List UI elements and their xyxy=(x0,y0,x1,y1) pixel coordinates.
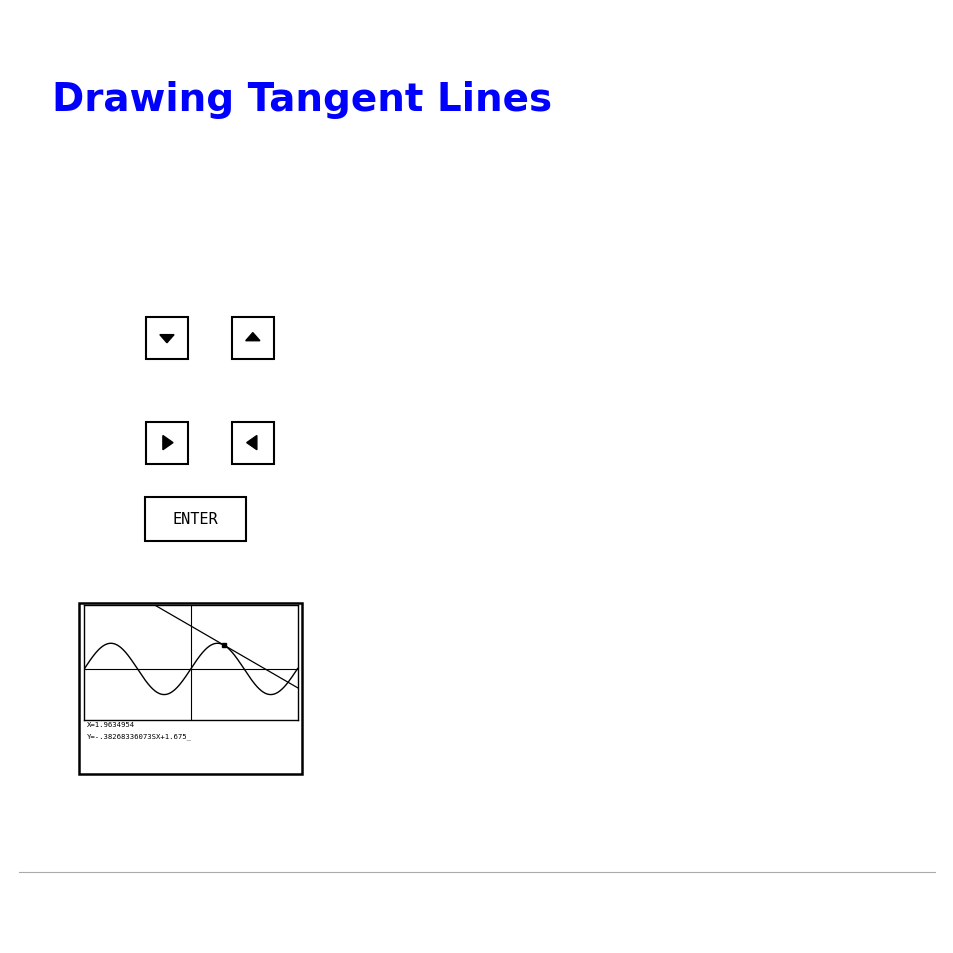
FancyBboxPatch shape xyxy=(145,497,246,541)
Polygon shape xyxy=(160,335,173,343)
Text: ENTER: ENTER xyxy=(172,512,218,527)
FancyBboxPatch shape xyxy=(79,603,302,774)
FancyBboxPatch shape xyxy=(232,422,274,464)
FancyBboxPatch shape xyxy=(146,317,188,359)
Polygon shape xyxy=(163,436,172,450)
Polygon shape xyxy=(247,436,256,450)
Polygon shape xyxy=(246,334,259,341)
FancyBboxPatch shape xyxy=(146,422,188,464)
Text: X=1.9634954: X=1.9634954 xyxy=(87,721,134,727)
Text: Drawing Tangent Lines: Drawing Tangent Lines xyxy=(52,81,552,119)
Text: Y=-.38268336073SX+1.675_: Y=-.38268336073SX+1.675_ xyxy=(87,733,192,740)
FancyBboxPatch shape xyxy=(232,317,274,359)
